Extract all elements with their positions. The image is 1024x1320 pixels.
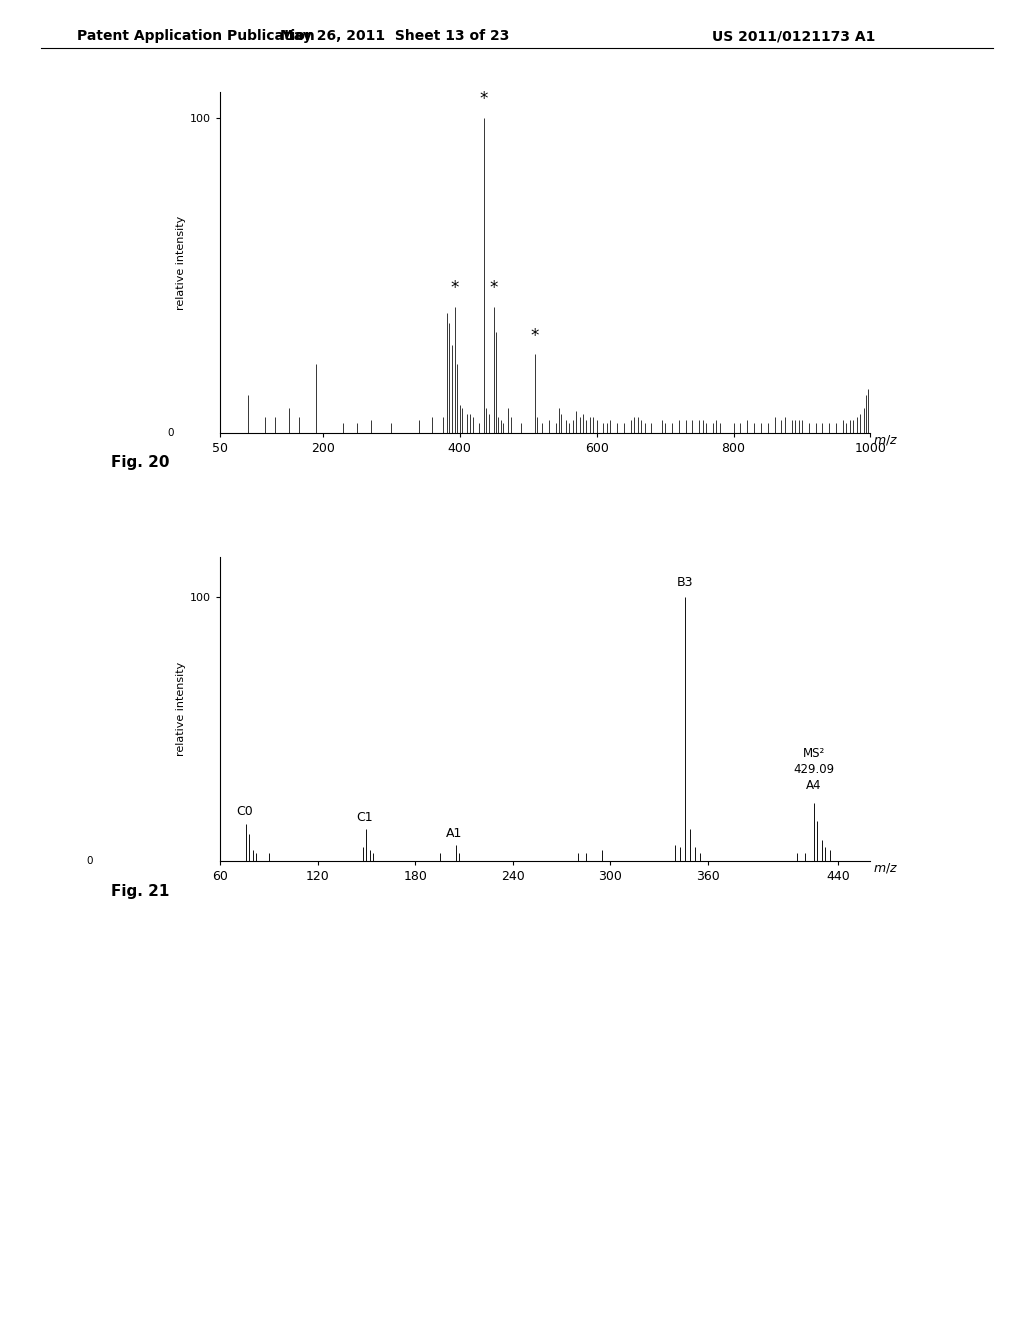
Text: *: * <box>479 90 487 108</box>
Text: *: * <box>530 326 540 345</box>
Text: C0: C0 <box>237 805 253 818</box>
Text: A1: A1 <box>446 826 463 840</box>
Text: *: * <box>451 280 459 297</box>
Text: $m/z$: $m/z$ <box>873 433 899 447</box>
Text: 0: 0 <box>87 855 93 866</box>
Text: 0: 0 <box>167 428 174 438</box>
Text: *: * <box>489 280 498 297</box>
Text: May 26, 2011  Sheet 13 of 23: May 26, 2011 Sheet 13 of 23 <box>280 29 509 44</box>
Text: C1: C1 <box>356 810 373 824</box>
Text: Patent Application Publication: Patent Application Publication <box>77 29 314 44</box>
Text: Fig. 21: Fig. 21 <box>111 884 169 899</box>
Y-axis label: relative intensity: relative intensity <box>176 661 186 756</box>
Text: US 2011/0121173 A1: US 2011/0121173 A1 <box>712 29 876 44</box>
Y-axis label: relative intensity: relative intensity <box>176 215 186 310</box>
Text: B3: B3 <box>677 576 693 589</box>
Text: Fig. 20: Fig. 20 <box>111 455 169 470</box>
Text: MS²
429.09
A4: MS² 429.09 A4 <box>793 747 835 792</box>
Text: $m/z$: $m/z$ <box>873 861 899 875</box>
